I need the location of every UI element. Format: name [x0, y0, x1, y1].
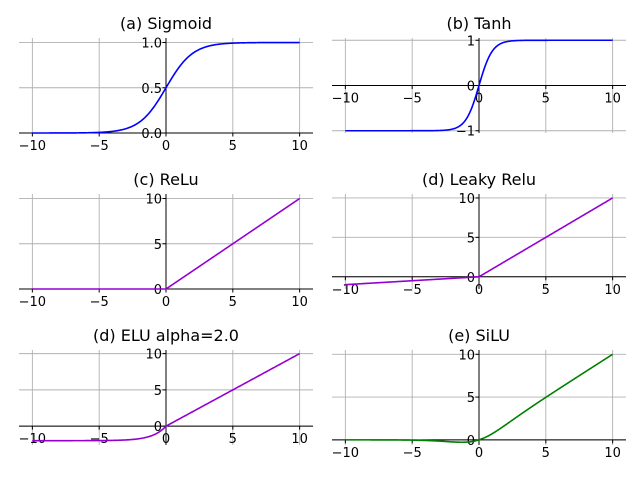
x-tick-label: 10	[604, 92, 621, 107]
y-tick-label: 10	[458, 192, 475, 207]
x-tick-label: 5	[229, 139, 237, 154]
series-line	[32, 352, 301, 442]
subplot-3: −10 −5 0 5 10 0 5 10 (c) ReLu	[19, 170, 313, 310]
x-tick-label: −5	[90, 432, 109, 447]
y-tick-label: 1	[467, 34, 475, 49]
subplot-title: (c) ReLu	[133, 170, 198, 189]
x-tick-label: 10	[291, 139, 308, 154]
y-tick-label: −1	[456, 125, 475, 140]
x-tick-label: −5	[403, 446, 422, 461]
y-tick-label: 0	[467, 271, 475, 286]
x-tick-label: 5	[229, 432, 237, 447]
series-line	[345, 197, 614, 286]
y-tick-label: 0.0	[141, 127, 162, 142]
x-tick-label: 10	[291, 295, 308, 310]
y-tick-label: 0	[154, 420, 162, 435]
subplot-4: −10 −5 0 5 10 0 5 10 (d) Leaky Relu	[332, 170, 626, 298]
x-tick-label: 10	[291, 432, 308, 447]
subplot-title: (e) SiLU	[448, 326, 510, 345]
y-tick-label: 0	[154, 283, 162, 298]
x-tick-label: −5	[90, 139, 109, 154]
x-tick-label: 0	[162, 432, 170, 447]
y-tick-label: 5	[154, 384, 162, 399]
x-tick-label: −10	[332, 283, 359, 298]
x-tick-label: −10	[19, 432, 46, 447]
x-tick-label: 0	[475, 283, 483, 298]
x-tick-label: 10	[604, 283, 621, 298]
x-tick-label: −10	[19, 295, 46, 310]
x-tick-label: 0	[162, 295, 170, 310]
x-tick-label: 5	[542, 283, 550, 298]
series-line	[32, 197, 301, 290]
subplot-2: −10 −5 0 5 10−101(b) Tanh	[332, 14, 626, 140]
x-tick-label: 5	[229, 295, 237, 310]
subplot-5: −10 −5 0 5 10 0 5 10 (d) ELU alpha=2.0	[19, 326, 313, 447]
y-tick-label: 0	[467, 80, 475, 95]
y-tick-label: 5	[467, 391, 475, 406]
y-tick-label: 5	[467, 231, 475, 246]
x-tick-label: −5	[403, 283, 422, 298]
x-tick-label: 0	[475, 446, 483, 461]
x-tick-label: 10	[604, 446, 621, 461]
subplot-title: (a) Sigmoid	[120, 14, 212, 33]
x-tick-label: 0	[475, 92, 483, 107]
x-tick-label: −10	[19, 139, 46, 154]
subplot-title: (d) Leaky Relu	[422, 170, 536, 189]
y-tick-label: 10	[458, 348, 475, 363]
y-tick-label: 0.5	[141, 82, 162, 97]
x-tick-label: −5	[403, 92, 422, 107]
series-line	[32, 41, 300, 134]
x-tick-label: 5	[542, 92, 550, 107]
y-tick-label: 1.0	[141, 37, 162, 52]
y-tick-label: 10	[145, 348, 162, 363]
subplot-1: −10 −5 0 5 10 0.0 0.5 1.0 (a) Sigmoid	[19, 14, 313, 154]
y-tick-label: 10	[145, 193, 162, 208]
x-tick-label: −10	[332, 92, 359, 107]
subplot-title: (d) ELU alpha=2.0	[93, 326, 239, 345]
x-tick-label: −5	[90, 295, 109, 310]
x-tick-label: 0	[162, 139, 170, 154]
subplot-title: (b) Tanh	[447, 14, 512, 33]
series-line	[345, 353, 614, 444]
series-line	[345, 39, 613, 132]
x-tick-label: −10	[332, 446, 359, 461]
x-tick-label: 5	[542, 446, 550, 461]
y-tick-label: 5	[154, 238, 162, 253]
